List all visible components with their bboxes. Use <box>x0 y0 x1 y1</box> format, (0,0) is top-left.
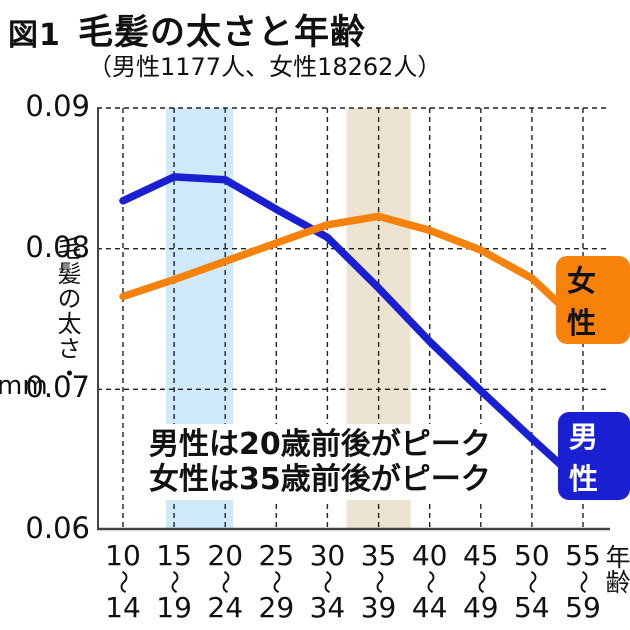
y-axis-unit-label: mm <box>0 371 48 401</box>
figure-label: 図1 <box>8 18 61 53</box>
x-tick-label: 20 〜 24 <box>197 542 253 622</box>
y-tick-label: 0.07 <box>25 370 90 405</box>
range-tilde: 〜 <box>517 570 546 594</box>
age-to: 24 <box>207 591 244 624</box>
age-to: 54 <box>514 591 550 624</box>
x-tick-label: 50 〜 54 <box>504 542 560 622</box>
male-line <box>119 173 587 489</box>
chart-subtitle: （男性1177人、女性18262人） <box>88 53 442 81</box>
peak-annotation: 男性は20歳前後がピーク 女性は35歳前後がピーク <box>143 424 497 500</box>
range-tilde: 〜 <box>313 570 342 594</box>
age-from: 50 <box>514 539 550 572</box>
age-to: 49 <box>462 591 499 624</box>
range-tilde: 〜 <box>415 570 444 594</box>
range-tilde: 〜 <box>211 570 240 594</box>
x-tick-label: 55 〜 59 <box>555 542 611 622</box>
range-tilde: 〜 <box>569 570 597 594</box>
x-tick-label: 15 〜 19 <box>146 542 202 622</box>
legend-female-badge: 女性 <box>556 256 630 344</box>
age-from: 15 <box>156 539 192 572</box>
age-to: 34 <box>309 591 346 624</box>
age-from: 10 <box>105 539 141 572</box>
y-tick-label: 0.06 <box>25 511 90 545</box>
age-to: 39 <box>360 591 397 624</box>
age-from: 55 <box>565 539 601 572</box>
female-line <box>119 212 587 330</box>
age-from: 30 <box>309 539 346 572</box>
x-tick-label: 35 〜 39 <box>351 542 407 622</box>
x-tick-label: 40 〜 44 <box>402 542 458 622</box>
x-tick-label: 25 〜 29 <box>248 542 304 622</box>
range-tilde: 〜 <box>160 570 189 594</box>
age-to: 44 <box>411 591 448 624</box>
age-from: 25 <box>258 539 295 572</box>
y-tick-label: 0.09 <box>25 89 90 123</box>
range-tilde: 〜 <box>364 570 393 594</box>
y-tick-label: 0.08 <box>25 229 90 264</box>
age-to: 29 <box>258 591 295 624</box>
age-to: 14 <box>105 591 141 624</box>
chart-title: 毛髪の太さと年齢 <box>78 13 367 53</box>
y-axis-title: 毛髪の太さ・ <box>53 236 81 386</box>
range-tilde: 〜 <box>109 570 137 594</box>
age-to: 59 <box>565 591 601 624</box>
range-tilde: 〜 <box>466 570 495 594</box>
x-tick-label: 10 〜 14 <box>95 542 151 622</box>
age-from: 35 <box>360 539 397 572</box>
age-from: 20 <box>207 539 244 572</box>
peak-annotation-line1: 男性は20歳前後がピーク <box>149 427 491 462</box>
age-from: 40 <box>411 539 448 572</box>
x-tick-label: 45 〜 49 <box>453 542 509 622</box>
legend-male-badge: 男性 <box>558 412 630 500</box>
x-tick-label: 30 〜 34 <box>299 542 355 622</box>
age-to: 19 <box>156 591 192 624</box>
range-tilde: 〜 <box>262 570 291 594</box>
peak-annotation-line2: 女性は35歳前後がピーク <box>149 462 491 497</box>
x-axis-title: 年齢 <box>602 544 630 594</box>
age-from: 45 <box>462 539 499 572</box>
